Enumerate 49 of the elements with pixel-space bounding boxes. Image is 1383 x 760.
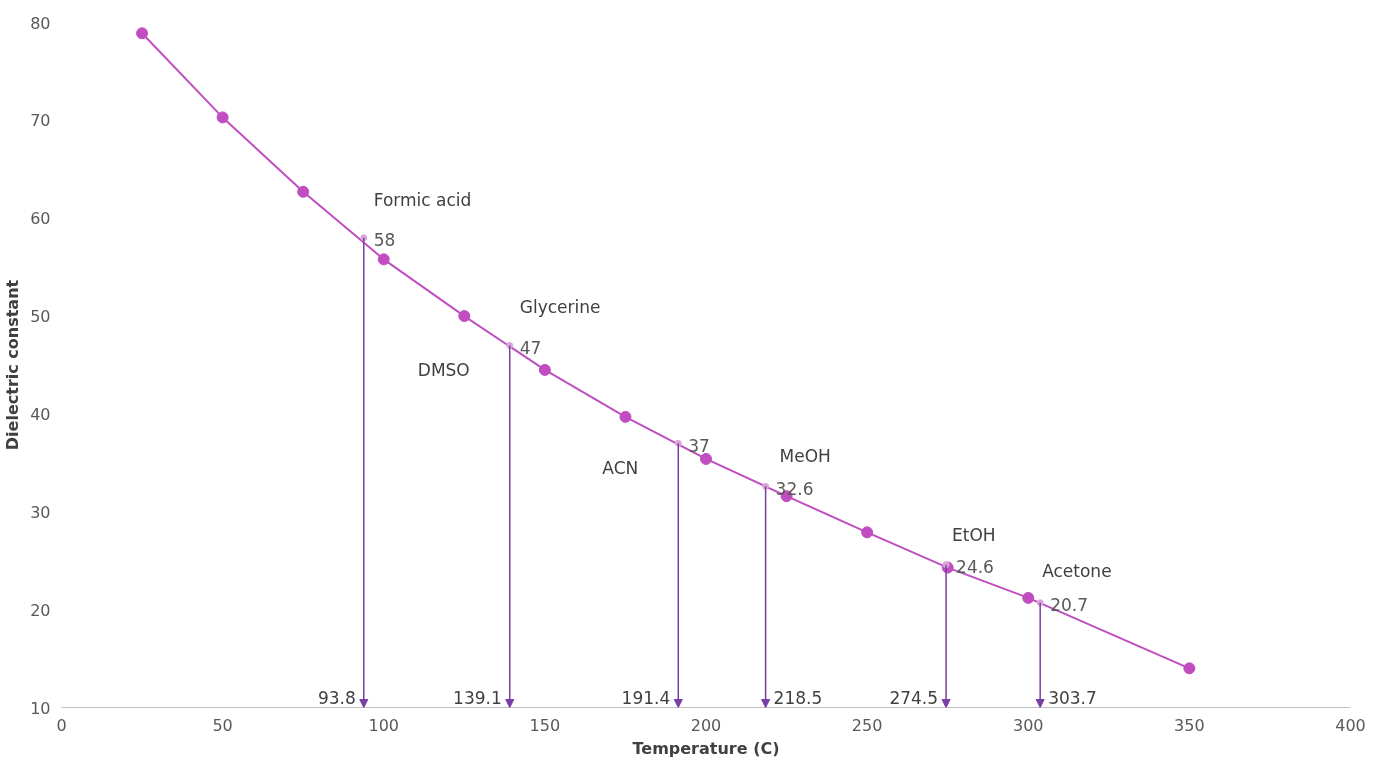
point <box>377 253 390 266</box>
annotation: DMSO <box>417 360 470 381</box>
annotation: 93.8 <box>317 688 356 708</box>
data-label: 37 <box>688 435 710 456</box>
data-label: 58 <box>373 230 396 251</box>
data-label: 20.7 <box>1050 595 1089 616</box>
y-axis-title: Dielectric constant <box>3 279 23 451</box>
annotation: 303.7 <box>1048 688 1097 708</box>
annotation: 139.1 <box>453 688 502 708</box>
annotation: Formic acid <box>373 189 472 210</box>
annotation: EtOH <box>952 524 996 545</box>
point <box>861 526 874 539</box>
annotation: 274.5 <box>889 688 939 708</box>
annotation: Glycerine <box>519 297 601 318</box>
data-label: 32.6 <box>775 478 814 499</box>
x-axis-title: Temperature (C) <box>632 738 780 758</box>
x-tick-label: 250 <box>851 715 883 735</box>
x-tick-label: 150 <box>529 715 561 735</box>
y-tick-label: 80 <box>30 13 51 33</box>
point <box>619 410 632 423</box>
x-tick-label: 400 <box>1335 715 1366 735</box>
x-tick-label: 50 <box>212 715 233 735</box>
point <box>700 452 712 465</box>
y-tick-label: 30 <box>30 502 51 522</box>
point <box>297 185 310 198</box>
x-tick-label: 0 <box>56 715 67 735</box>
x-tick-label: 200 <box>690 715 722 735</box>
point <box>136 27 149 40</box>
y-tick-label: 50 <box>30 307 51 327</box>
annotation: MeOH <box>779 446 831 467</box>
x-tick-label: 350 <box>1174 715 1205 735</box>
annotation: ACN <box>602 458 639 479</box>
point <box>216 111 229 124</box>
point <box>538 363 551 376</box>
y-tick-label: 40 <box>30 404 51 424</box>
x-tick-label: 300 <box>1012 715 1044 735</box>
y-tick-label: 70 <box>30 111 51 131</box>
data-label: 47 <box>519 337 542 358</box>
data-label: 24.6 <box>956 557 994 578</box>
x-tick-label: 100 <box>368 715 400 735</box>
point <box>1183 662 1196 675</box>
annotation: 218.5 <box>773 688 823 708</box>
y-tick-label: 10 <box>30 698 51 718</box>
y-tick-label: 20 <box>30 600 51 620</box>
y-tick-label: 60 <box>30 209 51 229</box>
point <box>1022 591 1035 604</box>
annotation: 191.4 <box>621 688 671 708</box>
point <box>458 310 471 323</box>
annotation: Acetone <box>1042 560 1112 581</box>
